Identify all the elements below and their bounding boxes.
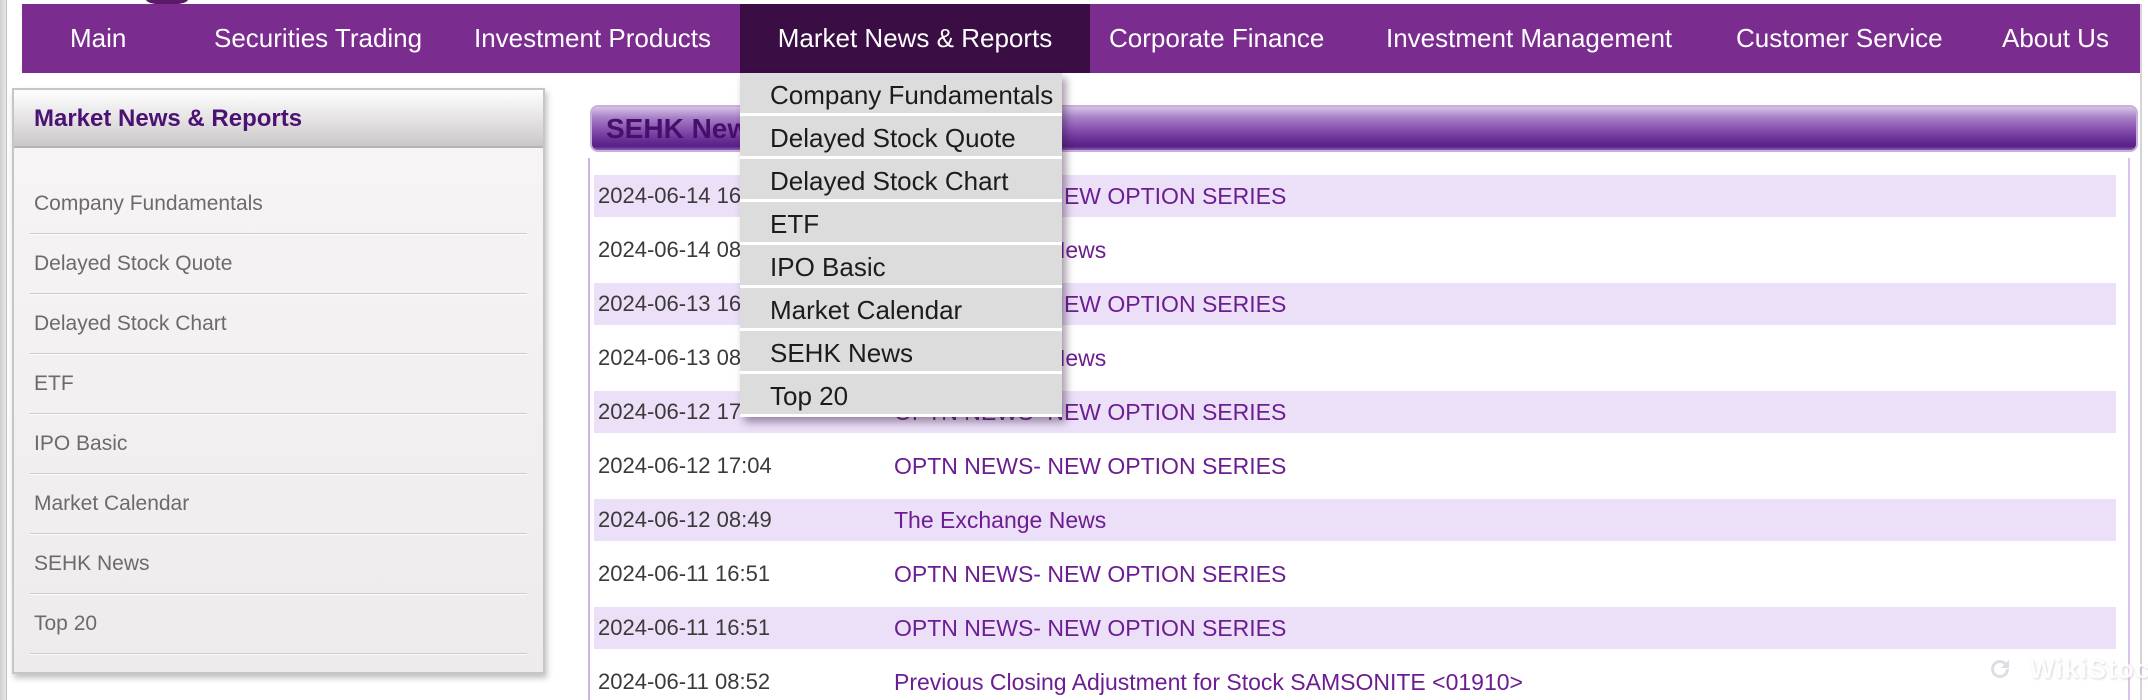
news-row: 2024-06-11 16:51 OPTN NEWS- NEW OPTION S… [594,553,2116,595]
dropdown-item[interactable]: Top 20 [740,374,1062,417]
nav-item[interactable]: Market News & Reports [740,4,1090,73]
sidebar-item[interactable]: ETF [30,354,527,414]
page-right-edge [2140,4,2142,700]
top-navbar: Main Securities Trading Investment Produ… [22,4,2140,73]
sidebar-menu: Company Fundamentals Delayed Stock Quote… [14,148,543,654]
sidebar: Market News & Reports Company Fundamenta… [12,88,545,674]
news-date: 2024-06-11 08:52 [598,669,771,694]
dropdown-item[interactable]: IPO Basic [740,245,1062,288]
dropdown-item[interactable]: SEHK News [740,331,1062,374]
nav-item[interactable]: Corporate Finance [1109,23,1325,53]
sidebar-item[interactable]: IPO Basic [30,414,527,474]
news-date: 2024-06-13 16 [598,291,742,316]
news-date: 2024-06-14 08 [598,237,742,262]
dropdown-item[interactable]: Market Calendar [740,288,1062,331]
nav-item[interactable]: Investment Products [474,23,711,53]
news-link[interactable]: Previous Closing Adjustment for Stock SA… [894,669,1523,695]
sidebar-item[interactable]: Delayed Stock Quote [30,234,527,294]
sidebar-item[interactable]: Top 20 [30,594,527,654]
nav-item[interactable]: Investment Management [1386,23,1673,53]
news-date: 2024-06-12 17:04 [598,453,772,478]
sidebar-title: Market News & Reports [14,90,543,148]
page-left-edge [0,0,7,700]
nav-item[interactable]: About Us [2002,23,2109,53]
news-link[interactable]: The Exchange News [894,507,1107,533]
news-date: 2024-06-13 08 [598,345,742,370]
news-link[interactable]: OPTN NEWS- NEW OPTION SERIES [894,453,1287,479]
sidebar-item[interactable]: Delayed Stock Chart [30,294,527,354]
news-link[interactable]: OPTN NEWS- NEW OPTION SERIES [894,561,1287,587]
news-row: 2024-06-12 08:49 The Exchange News [594,499,2116,541]
news-date: 2024-06-11 16:51 [598,615,771,640]
sidebar-item[interactable]: SEHK News [30,534,527,594]
site-logo-partial [146,0,188,5]
nav-item[interactable]: Main [70,23,127,53]
sidebar-item[interactable]: Market Calendar [30,474,527,534]
sidebar-item[interactable]: Company Fundamentals [30,174,527,234]
news-date: 2024-06-12 17 [598,399,742,424]
news-row: 2024-06-11 16:51 OPTN NEWS- NEW OPTION S… [594,607,2116,649]
nav-item[interactable]: Securities Trading [214,23,423,53]
news-row: 2024-06-12 17:04 OPTN NEWS- NEW OPTION S… [594,445,2116,487]
dropdown-item[interactable]: Company Fundamentals [740,73,1062,116]
news-date: 2024-06-14 16 [598,183,742,208]
dropdown-item[interactable]: ETF [740,202,1062,245]
news-date: 2024-06-11 16:51 [598,561,771,586]
nav-item[interactable]: Customer Service [1736,23,1943,53]
news-date: 2024-06-12 08:49 [598,507,772,532]
dropdown-item[interactable]: Delayed Stock Chart [740,159,1062,202]
news-row: 2024-06-11 08:52 Previous Closing Adjust… [594,661,2116,700]
market-news-dropdown: Company Fundamentals Delayed Stock Quote… [740,73,1062,417]
dropdown-item[interactable]: Delayed Stock Quote [740,116,1062,159]
news-link[interactable]: OPTN NEWS- NEW OPTION SERIES [894,615,1287,641]
